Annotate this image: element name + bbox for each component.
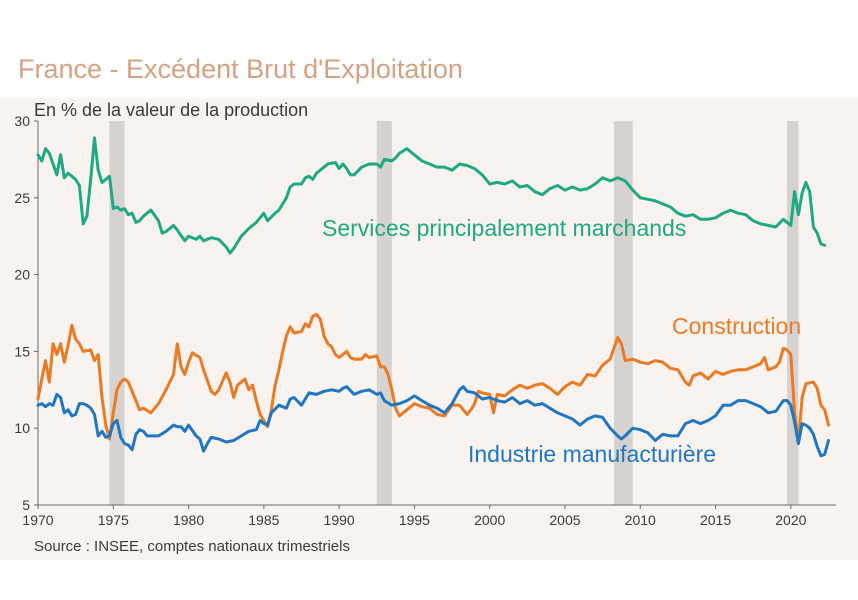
y-tick-label-5: 5: [22, 497, 30, 513]
series-line-0: [36, 136, 827, 255]
recession-bands: [109, 121, 799, 505]
recession-band-1: [376, 121, 392, 505]
x-tick-label-1995: 1995: [399, 512, 430, 528]
y-tick-label-30: 30: [14, 113, 30, 129]
x-tick-label-2010: 2010: [625, 512, 656, 528]
y-tick-label-20: 20: [14, 267, 30, 283]
x-tick-label-1985: 1985: [248, 512, 279, 528]
series-line-2: [36, 385, 830, 458]
x-tick-label-2000: 2000: [474, 512, 505, 528]
series-lines: [36, 136, 830, 458]
x-tick-label-1975: 1975: [98, 512, 129, 528]
y-tick-label-25: 25: [14, 190, 30, 206]
y-tick-label-10: 10: [14, 420, 30, 436]
label-services: Services principalement marchands: [322, 215, 686, 241]
x-tick-label-1990: 1990: [324, 512, 355, 528]
series-line-1: [36, 313, 830, 444]
recession-band-3: [787, 121, 799, 505]
chart-title: France - Excédent Brut d'Exploitation: [18, 54, 463, 84]
chart-source: Source : INSEE, comptes nationaux trimes…: [34, 538, 350, 555]
chart-axes: 5 10 15 20 25 30 1970 1975 1980 1985 1990 1995 2000 2…: [14, 113, 836, 528]
label-industrie: Industrie manufacturière: [468, 441, 716, 467]
label-construction: Construction: [672, 313, 801, 339]
y-tick-label-15: 15: [14, 343, 30, 359]
x-tick-label-1970: 1970: [22, 512, 53, 528]
x-tick-label-2015: 2015: [700, 512, 731, 528]
x-tick-label-1980: 1980: [173, 512, 204, 528]
x-tick-label-2005: 2005: [549, 512, 580, 528]
x-tick-label-2020: 2020: [775, 512, 806, 528]
chart-subtitle: En % de la valeur de la production: [34, 100, 309, 120]
recession-band-0: [109, 121, 125, 505]
recession-band-2: [613, 121, 633, 505]
chart-panel: [0, 98, 858, 560]
